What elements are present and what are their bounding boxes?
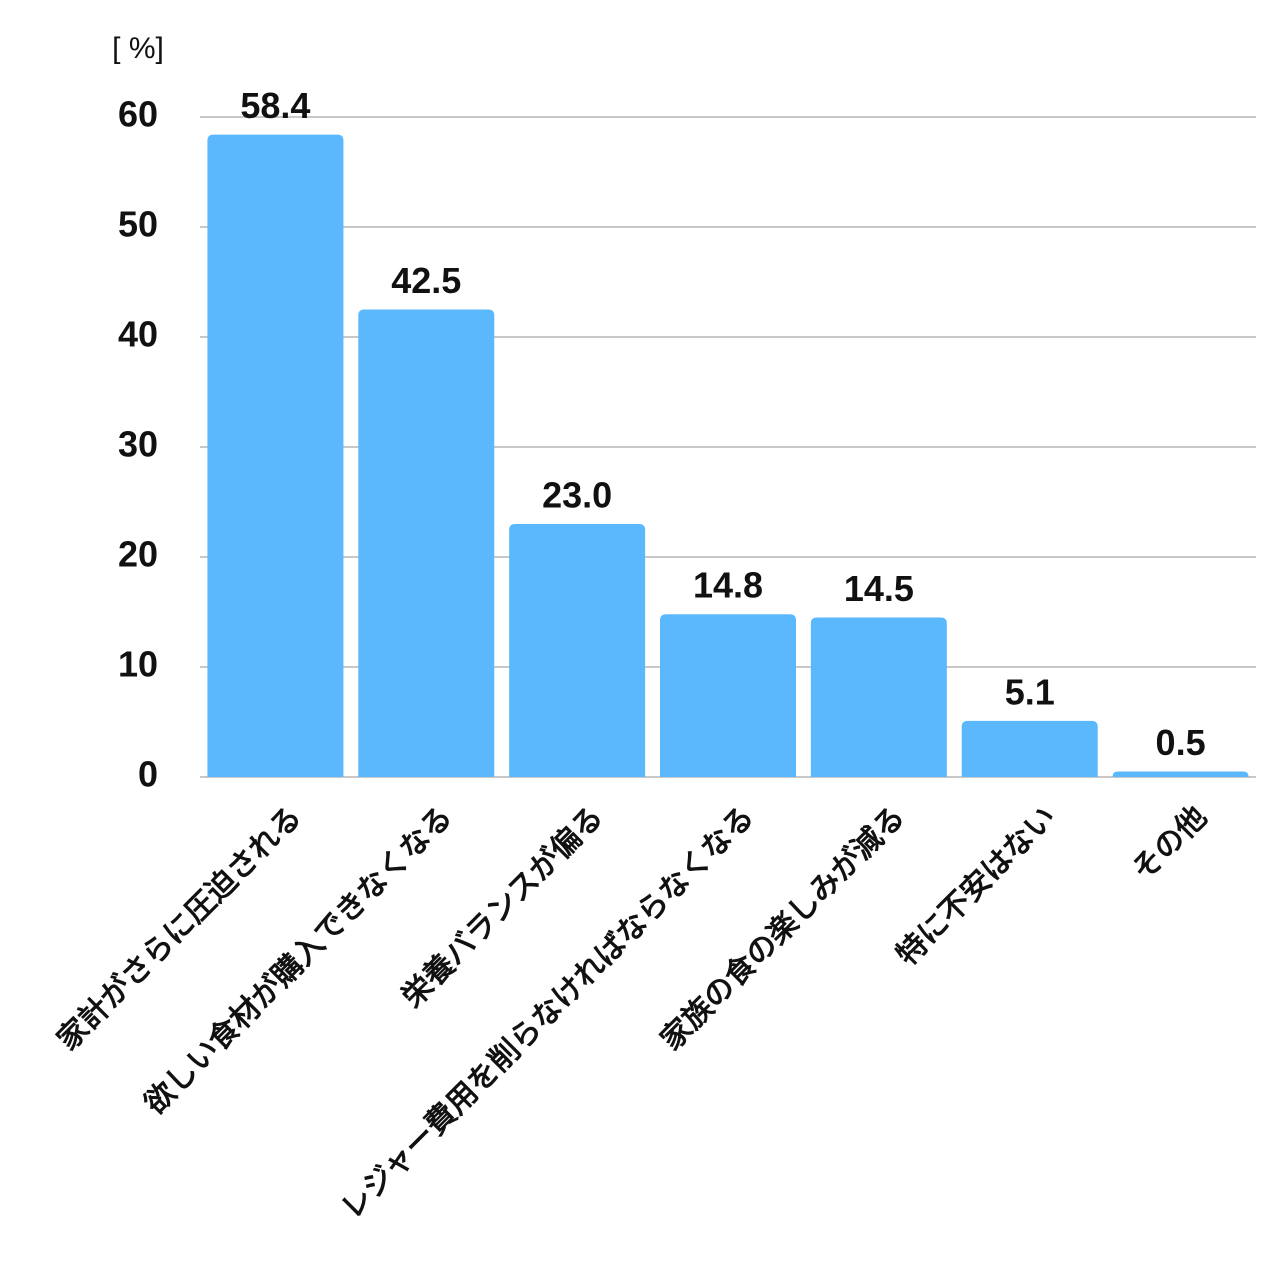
y-tick-label: 50 xyxy=(118,204,158,245)
bar xyxy=(810,617,947,777)
value-label: 42.5 xyxy=(391,260,461,301)
y-tick-label: 40 xyxy=(118,314,158,355)
value-label: 14.8 xyxy=(693,565,763,606)
x-tick-label: 家族の食の楽しみが減る xyxy=(654,800,911,1057)
y-tick-label: 10 xyxy=(118,644,158,685)
x-tick-label: その他 xyxy=(1126,800,1213,887)
bar xyxy=(207,134,344,778)
bar xyxy=(509,524,646,777)
bar xyxy=(1112,771,1249,777)
value-label: 14.5 xyxy=(844,568,914,609)
y-tick-label: 30 xyxy=(118,424,158,465)
x-tick-label: 特に不安はない xyxy=(890,800,1062,972)
value-label: 23.0 xyxy=(542,475,612,516)
value-label: 5.1 xyxy=(1005,671,1055,712)
y-tick-label: 60 xyxy=(118,94,158,135)
bar xyxy=(358,309,495,777)
bar xyxy=(660,614,796,777)
y-tick-label: 20 xyxy=(118,534,158,575)
x-tick-label: 家計がさらに圧迫される xyxy=(51,800,308,1057)
x-tick-label: 欲しい食材が購入できなくなる xyxy=(137,800,459,1122)
value-label: 0.5 xyxy=(1156,722,1206,763)
y-axis-label: [ %] xyxy=(112,32,164,65)
y-tick-label: 0 xyxy=(138,754,158,795)
value-label: 58.4 xyxy=(240,85,310,126)
bar xyxy=(961,720,1098,777)
